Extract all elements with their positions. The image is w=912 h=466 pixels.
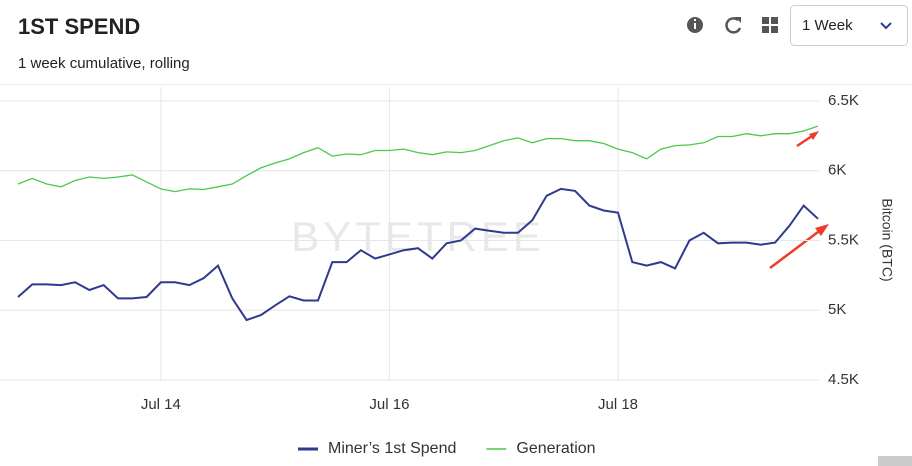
chart-subtitle: 1 week cumulative, rolling [18,55,190,72]
annotation-arrowhead [815,224,829,236]
dropdown-label: 1 Week [802,17,853,34]
range-dropdown[interactable]: 1 Week [790,5,908,46]
y-tick-label: 6K [828,162,846,179]
line-series [17,125,819,193]
y-axis-label: Bitcoin (BTC) [879,198,895,281]
y-tick-label: 5K [828,301,846,318]
chart-title: 1ST SPEND [18,14,140,39]
y-tick-label: 5.5K [828,231,859,248]
x-tick-label: Jul 14 [141,396,181,413]
watermark: BYTETREE [291,213,545,260]
info-icon[interactable] [687,17,703,33]
x-tick-label: Jul 16 [369,396,409,413]
y-tick-label: 4.5K [828,371,859,388]
annotation-arrowhead [809,131,819,140]
legend-label: Miner’s 1st Spend [328,440,456,457]
x-tick-label: Jul 18 [598,396,638,413]
line-series [17,187,819,322]
legend-label: Generation [516,440,595,457]
layout-icon[interactable] [762,17,778,33]
y-tick-label: 6.5K [828,92,859,109]
annotation-arrow [769,228,823,269]
refresh-icon[interactable] [725,17,742,34]
scroll-handle [878,456,912,466]
